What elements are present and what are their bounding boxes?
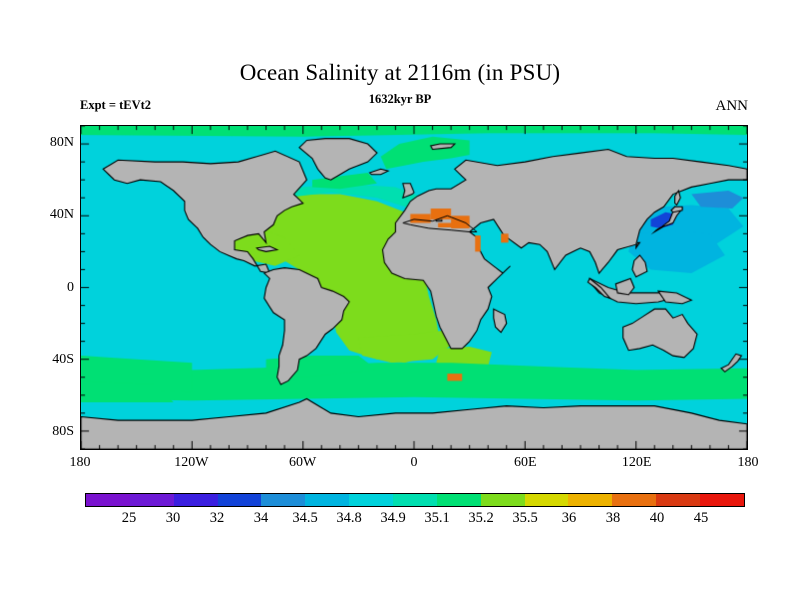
x-tick-label-2: 60W (289, 455, 317, 470)
y-tick-label-3: 40S (52, 351, 74, 367)
colorbar-tick-10: 36 (561, 510, 577, 526)
colorbar-band-12 (612, 494, 657, 506)
y-tick-label-2: 0 (67, 279, 74, 295)
colorbar-band-11 (568, 494, 613, 506)
colorbar-tick-0: 25 (121, 510, 137, 526)
x-tick-label-0: 180 (69, 455, 91, 470)
colorbar-band-5 (305, 494, 350, 506)
experiment-label: Expt = tEVt2 (80, 98, 152, 112)
colorbar-band-7 (393, 494, 437, 506)
colorbar-band-9 (480, 494, 525, 506)
colorbar-band-6 (349, 494, 394, 506)
colorbar-band-1 (129, 494, 174, 506)
colorbar-tick-7: 35.1 (424, 510, 450, 526)
colorbar-band-8 (436, 494, 481, 506)
y-tick-label-0: 80N (49, 135, 74, 151)
x-tick-label-5: 120E (621, 455, 652, 470)
colorbar-tick-4: 34.5 (292, 510, 318, 526)
colorbar-tick-11: 38 (605, 510, 621, 526)
x-tick-label-1: 120W (174, 455, 209, 470)
map-plot-area (80, 125, 748, 450)
colorbar-tick-8: 35.2 (468, 510, 494, 526)
y-tick-label-1: 40N (49, 207, 74, 223)
colorbar-tick-3: 34 (253, 510, 269, 526)
colorbar-tick-12: 40 (649, 510, 665, 526)
season-label: ANN (715, 98, 749, 114)
x-tick-label-6: 180 (737, 455, 759, 470)
x-tick-label-3: 0 (410, 455, 418, 470)
colorbar-tick-5: 34.8 (336, 510, 362, 526)
colorbar-tick-1: 30 (165, 510, 181, 526)
colorbar-tick-13: 45 (693, 510, 709, 526)
colorbar-tick-9: 35.5 (512, 510, 538, 526)
colorbar-band-4 (261, 494, 306, 506)
colorbar-band-3 (217, 494, 262, 506)
colorbar (85, 493, 745, 507)
x-tick-label-4: 60E (514, 455, 537, 470)
colorbar-tick-6: 34.9 (380, 510, 406, 526)
colorbar-band-2 (173, 494, 218, 506)
colorbar-band-0 (86, 494, 130, 506)
colorbar-band-13 (656, 494, 701, 506)
y-tick-label-4: 80S (52, 423, 74, 439)
colorbar-band-10 (524, 494, 569, 506)
figure-subtitle: 1632kyr BP (368, 92, 432, 106)
page-title: Ocean Salinity at 2116m (in PSU) (239, 60, 561, 85)
colorbar-band-14 (700, 494, 744, 506)
salinity-map-canvas (81, 126, 747, 449)
colorbar-tick-2: 32 (209, 510, 225, 526)
